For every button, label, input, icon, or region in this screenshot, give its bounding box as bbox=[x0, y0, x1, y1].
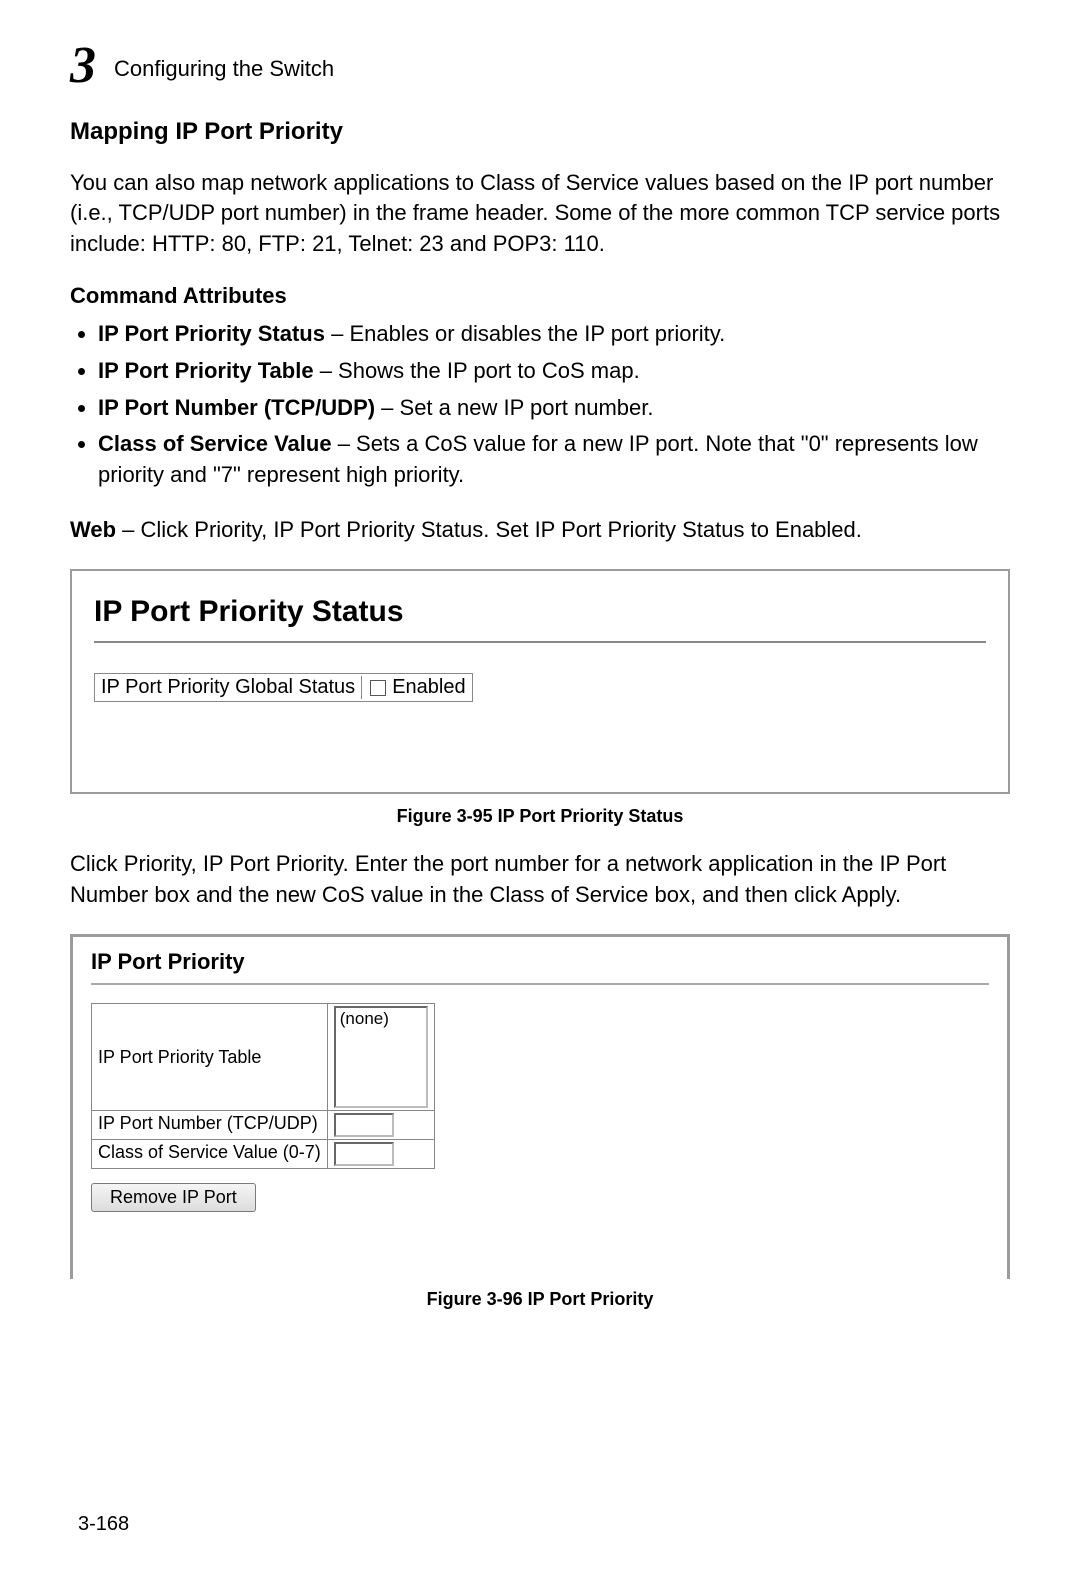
checkbox-label: Enabled bbox=[392, 676, 465, 699]
list-item: IP Port Number (TCP/UDP) – Set a new IP … bbox=[98, 393, 1010, 424]
mid-paragraph: Click Priority, IP Port Priority. Enter … bbox=[70, 849, 1010, 910]
priority-table-listbox[interactable]: (none) bbox=[334, 1006, 428, 1108]
web-lead: Web bbox=[70, 517, 116, 542]
section-heading: Mapping IP Port Priority bbox=[70, 118, 1010, 146]
figure-96-caption: Figure 3-96 IP Port Priority bbox=[70, 1289, 1010, 1310]
divider bbox=[91, 983, 989, 985]
priority-table-cell: (none) bbox=[327, 1004, 434, 1111]
ip-port-form-table: IP Port Priority Table (none) IP Port Nu… bbox=[91, 1003, 435, 1169]
status-label: IP Port Priority Global Status bbox=[101, 676, 362, 699]
running-title: Configuring the Switch bbox=[114, 56, 334, 82]
attr-lead: IP Port Number (TCP/UDP) bbox=[98, 395, 375, 420]
figure-96-screenshot: IP Port Priority IP Port Priority Table … bbox=[70, 934, 1010, 1279]
list-item: IP Port Priority Table – Shows the IP po… bbox=[98, 356, 1010, 387]
cos-value-cell bbox=[327, 1140, 434, 1169]
status-row: IP Port Priority Global Status Enabled bbox=[94, 673, 473, 702]
port-number-cell bbox=[327, 1111, 434, 1140]
figure-95-screenshot: IP Port Priority Status IP Port Priority… bbox=[70, 569, 1010, 794]
table-row: IP Port Number (TCP/UDP) bbox=[92, 1111, 435, 1140]
attr-lead: Class of Service Value bbox=[98, 431, 332, 456]
panel-title: IP Port Priority Status bbox=[94, 595, 986, 629]
web-instruction: Web – Click Priority, IP Port Priority S… bbox=[70, 515, 1010, 545]
attr-lead: IP Port Priority Table bbox=[98, 358, 314, 383]
page-header: 3 Configuring the Switch bbox=[70, 40, 1010, 92]
priority-table-label: IP Port Priority Table bbox=[92, 1004, 328, 1111]
panel-title: IP Port Priority bbox=[91, 949, 989, 975]
web-rest: – Click Priority, IP Port Priority Statu… bbox=[116, 517, 862, 542]
enabled-checkbox[interactable] bbox=[370, 680, 386, 696]
port-number-input[interactable] bbox=[334, 1113, 394, 1137]
cos-value-input[interactable] bbox=[334, 1142, 394, 1166]
attributes-list: IP Port Priority Status – Enables or dis… bbox=[70, 319, 1010, 491]
attr-rest: – Enables or disables the IP port priori… bbox=[325, 321, 725, 346]
cos-value-label: Class of Service Value (0-7) bbox=[92, 1140, 328, 1169]
attr-rest: – Shows the IP port to CoS map. bbox=[314, 358, 640, 383]
divider bbox=[94, 641, 986, 643]
attr-rest: – Set a new IP port number. bbox=[375, 395, 653, 420]
attr-lead: IP Port Priority Status bbox=[98, 321, 325, 346]
table-row: IP Port Priority Table (none) bbox=[92, 1004, 435, 1111]
intro-paragraph: You can also map network applications to… bbox=[70, 168, 1010, 259]
figure-95-caption: Figure 3-95 IP Port Priority Status bbox=[70, 806, 1010, 827]
list-item: IP Port Priority Status – Enables or dis… bbox=[98, 319, 1010, 350]
page-number: 3-168 bbox=[78, 1513, 129, 1536]
table-row: Class of Service Value (0-7) bbox=[92, 1140, 435, 1169]
chapter-number: 3 bbox=[70, 40, 96, 92]
remove-ip-port-button[interactable]: Remove IP Port bbox=[91, 1183, 256, 1212]
port-number-label: IP Port Number (TCP/UDP) bbox=[92, 1111, 328, 1140]
command-attributes-heading: Command Attributes bbox=[70, 283, 1010, 309]
list-item: Class of Service Value – Sets a CoS valu… bbox=[98, 429, 1010, 491]
